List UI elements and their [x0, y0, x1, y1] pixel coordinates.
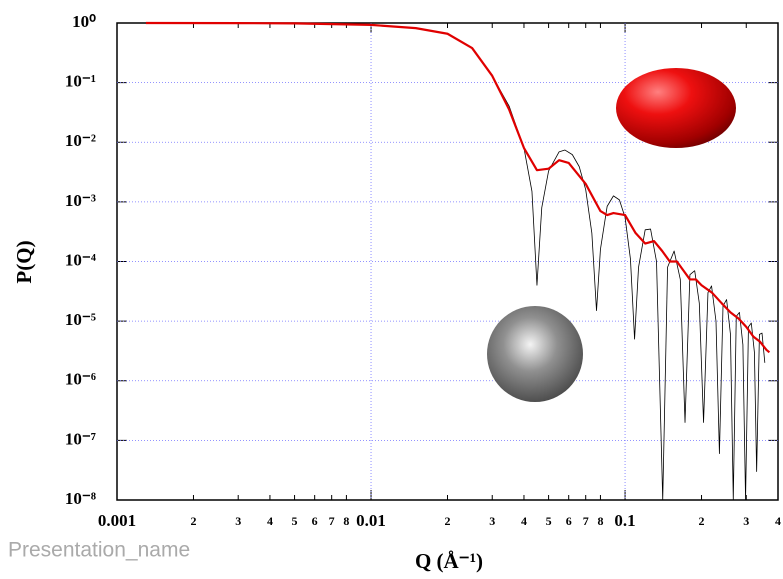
y-tick-label: 10⁻⁷ [65, 429, 96, 448]
x-tick-label: 3 [743, 514, 749, 528]
x-tick-label: 6 [312, 514, 318, 528]
y-tick-label: 10⁻⁴ [65, 250, 96, 269]
ellipsoid-image [616, 68, 736, 148]
x-tick-label: 0.1 [614, 511, 635, 530]
y-tick-label: 10⁻⁵ [65, 310, 96, 329]
x-tick-label: 4 [521, 514, 527, 528]
y-tick-label: 10⁻² [65, 131, 96, 150]
labels: 0.001 2 3 4 5 6 7 8 0.01 2 3 4 5 6 7 8 0.1 2 3 410⁰10⁻¹10⁻²… [65, 12, 781, 530]
x-tick-label: 2 [190, 514, 196, 528]
x-axis-title: Q (Å⁻¹) [415, 549, 483, 573]
y-tick-label: 10⁻³ [65, 191, 96, 210]
presentation-name: Presentation_name [8, 539, 190, 562]
lines [145, 21, 771, 501]
x-tick-label: 3 [235, 514, 241, 528]
x-tick-label: 5 [292, 514, 298, 528]
y-axis-title: P(Q) [12, 240, 36, 283]
x-tick-label: 7 [329, 514, 335, 528]
y-tick-label: 10⁻⁶ [65, 370, 96, 389]
series-line [145, 21, 771, 354]
sphere-image [487, 306, 583, 402]
x-tick-label: 8 [343, 514, 349, 528]
x-tick-label: 0.01 [356, 511, 386, 530]
x-tick-label: 4 [267, 514, 273, 528]
x-tick-label: 3 [489, 514, 495, 528]
y-tick-label: 10⁻⁸ [65, 489, 96, 508]
y-tick-label: 10⁻¹ [65, 72, 96, 91]
x-tick-label: 4 [775, 514, 781, 528]
x-tick-label: 6 [566, 514, 572, 528]
x-tick-label: 8 [597, 514, 603, 528]
x-tick-label: 2 [445, 514, 451, 528]
y-tick-label: 10⁰ [72, 12, 96, 31]
x-tick-label: 7 [583, 514, 589, 528]
x-tick-label: 5 [546, 514, 552, 528]
x-tick-label: 0.001 [98, 511, 136, 530]
x-tick-label: 2 [699, 514, 705, 528]
